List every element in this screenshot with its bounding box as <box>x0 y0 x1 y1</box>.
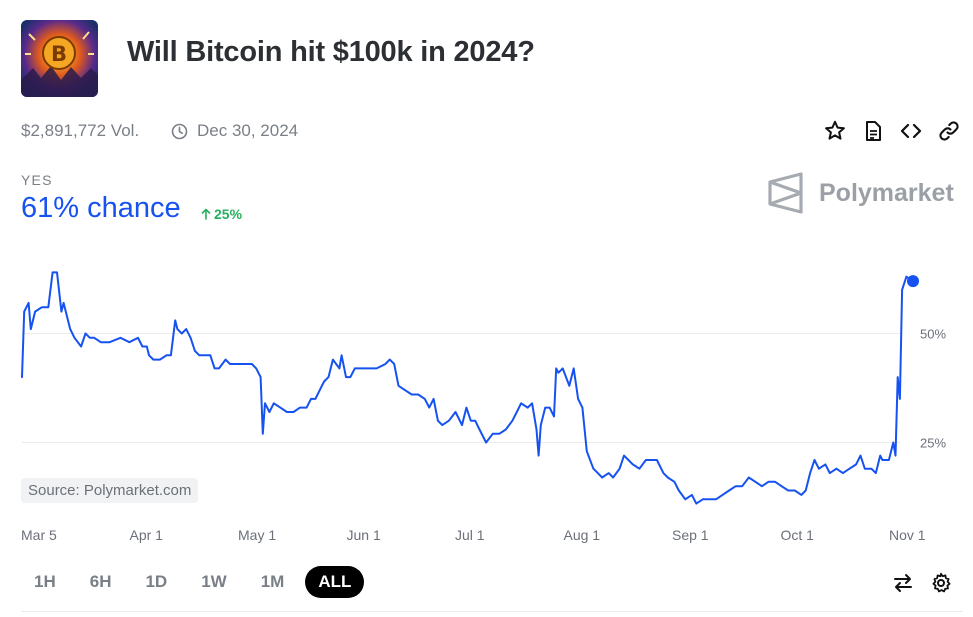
star-icon <box>825 120 845 140</box>
range-button-all[interactable]: ALL <box>305 566 365 598</box>
polymarket-logo-icon <box>768 172 803 214</box>
rules-button[interactable] <box>861 119 885 143</box>
watchlist-button[interactable] <box>823 119 847 143</box>
market-end-date: Dec 30, 2024 <box>171 121 298 141</box>
x-tick-label: May 1 <box>238 527 276 543</box>
range-button-1w[interactable]: 1W <box>201 572 227 591</box>
svg-text:B: B <box>51 42 67 66</box>
range-button-1h[interactable]: 1H <box>34 572 56 591</box>
time-range-selector: 1H 6H 1D 1W 1M ALL <box>21 566 365 598</box>
document-icon <box>866 121 881 141</box>
bottom-divider <box>21 611 963 612</box>
outcome-chance: 61% chance <box>21 192 181 224</box>
polymarket-wordmark: Polymarket <box>819 178 954 207</box>
range-button-1d[interactable]: 1D <box>145 572 168 591</box>
arrow-up-icon <box>201 208 211 220</box>
x-tick-label: Jul 1 <box>455 527 485 543</box>
outcome-label: YES <box>21 172 53 188</box>
market-volume: $2,891,772 Vol. <box>21 121 140 140</box>
range-button-1m[interactable]: 1M <box>260 572 285 591</box>
chart-settings-button[interactable] <box>929 571 953 595</box>
swap-arrows-icon <box>894 574 912 592</box>
embed-button[interactable] <box>899 119 923 143</box>
series-line-yes <box>21 271 914 505</box>
copy-link-button[interactable] <box>937 119 961 143</box>
chance-change: 25% <box>201 206 242 222</box>
gear-icon <box>932 572 951 593</box>
chance-change-value: 25% <box>214 206 243 222</box>
market-title: Will Bitcoin hit $100k in 2024? <box>127 36 535 68</box>
market-thumbnail: B <box>21 20 98 97</box>
y-tick-label: 50% <box>920 326 946 341</box>
y-tick-label: 25% <box>920 436 946 451</box>
x-tick-label: Oct 1 <box>781 527 815 543</box>
chart-footer-tools <box>891 571 953 595</box>
market-toolbar <box>823 119 961 143</box>
bitcoin-art-thumbnail: B <box>21 20 98 97</box>
x-tick-label: Mar 5 <box>21 527 57 543</box>
chart-source: Source: Polymarket.com <box>21 478 199 503</box>
x-tick-label: Jun 1 <box>347 527 381 543</box>
y-axis: 50% 25% <box>920 326 946 450</box>
x-tick-label: Apr 1 <box>130 527 164 543</box>
x-tick-label: Nov 1 <box>889 527 926 543</box>
swap-outcome-button[interactable] <box>891 571 915 595</box>
polymarket-brand: Polymarket <box>767 172 954 214</box>
end-date-text: Dec 30, 2024 <box>197 121 299 140</box>
x-axis: Mar 5 Apr 1 May 1 Jun 1 Jul 1 Aug 1 Sep 1 Oct 1… <box>21 527 926 543</box>
latest-data-point[interactable] <box>907 275 919 288</box>
link-icon <box>939 121 959 141</box>
range-button-6h[interactable]: 6H <box>89 572 112 591</box>
chart-grid <box>22 332 900 444</box>
x-tick-label: Aug 1 <box>564 527 601 543</box>
code-icon <box>900 123 922 139</box>
x-tick-label: Sep 1 <box>672 527 709 543</box>
clock-icon <box>171 123 188 139</box>
